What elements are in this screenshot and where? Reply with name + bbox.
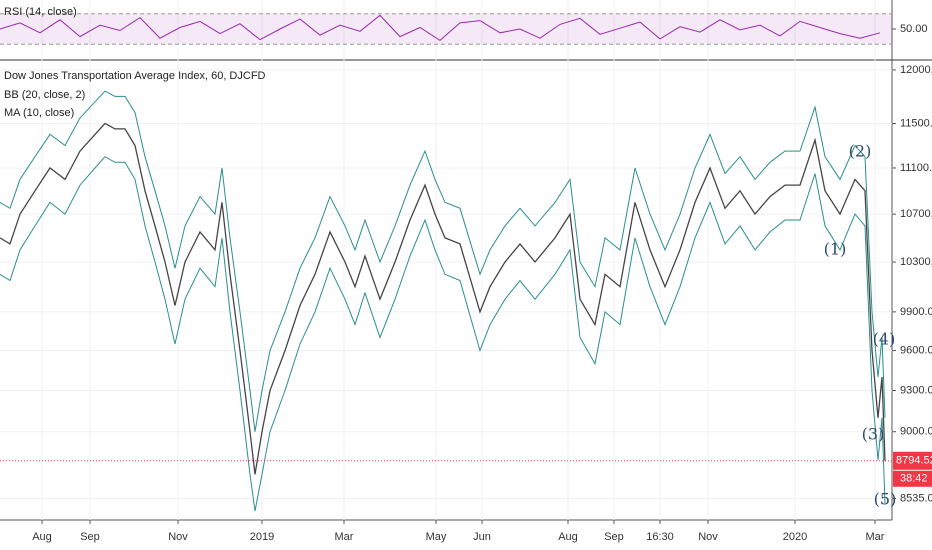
x-tick-label: Mar (335, 531, 354, 543)
last-price-label: 8794.52 (896, 455, 932, 467)
x-tick-label: May (426, 531, 447, 543)
wave-label: (1) (824, 240, 847, 259)
countdown-box (893, 470, 932, 487)
x-tick-label: 2020 (783, 531, 807, 543)
indicator-label: BB (20, close, 2) (4, 89, 85, 101)
y-tick-label: 9000.00 (900, 426, 932, 438)
y-tick-label: 10300.00 (900, 256, 932, 268)
last-price-box (893, 451, 932, 470)
series-line (0, 156, 886, 512)
x-tick-label: Mar (866, 531, 885, 543)
x-tick-label: 2019 (250, 531, 274, 543)
y-tick-label: 50.00 (900, 23, 928, 35)
y-tick-label: 9300.00 (900, 384, 932, 396)
y-tick-label: 9900.00 (900, 306, 932, 318)
series-line (0, 90, 886, 432)
x-tick-label: Aug (558, 531, 578, 543)
wave-label: (3) (862, 425, 885, 444)
x-tick-label: 16:30 (646, 531, 674, 543)
y-tick-label: 9600.00 (900, 344, 932, 356)
y-tick-label: 10700.00 (900, 208, 932, 220)
wave-label: (5) (874, 490, 897, 509)
x-tick-label: Sep (80, 531, 100, 543)
x-tick-label: Nov (698, 531, 718, 543)
x-tick-label: Jun (473, 531, 491, 543)
rsi-title: RSI (14, close) (4, 6, 77, 18)
series-line (0, 122, 886, 475)
chart-title: Dow Jones Transportation Average Index, … (4, 70, 266, 82)
rsi-line (0, 14, 881, 42)
indicator-label: MA (10, close) (4, 107, 74, 119)
y-tick-label: 8535.00 (900, 492, 932, 504)
countdown-label: 38:42 (900, 473, 928, 485)
y-tick-label: 11100.00 (900, 162, 932, 174)
x-tick-label: Sep (604, 531, 624, 543)
x-tick-label: Aug (32, 531, 52, 543)
rsi-band-fill (0, 13, 892, 45)
x-tick-label: Nov (168, 531, 188, 543)
wave-label: (4) (873, 330, 896, 349)
plot (0, 14, 886, 512)
y-tick-label: 12000.00 (900, 64, 932, 76)
wave-label: (2) (849, 142, 872, 161)
y-tick-label: 11500.00 (900, 117, 932, 129)
